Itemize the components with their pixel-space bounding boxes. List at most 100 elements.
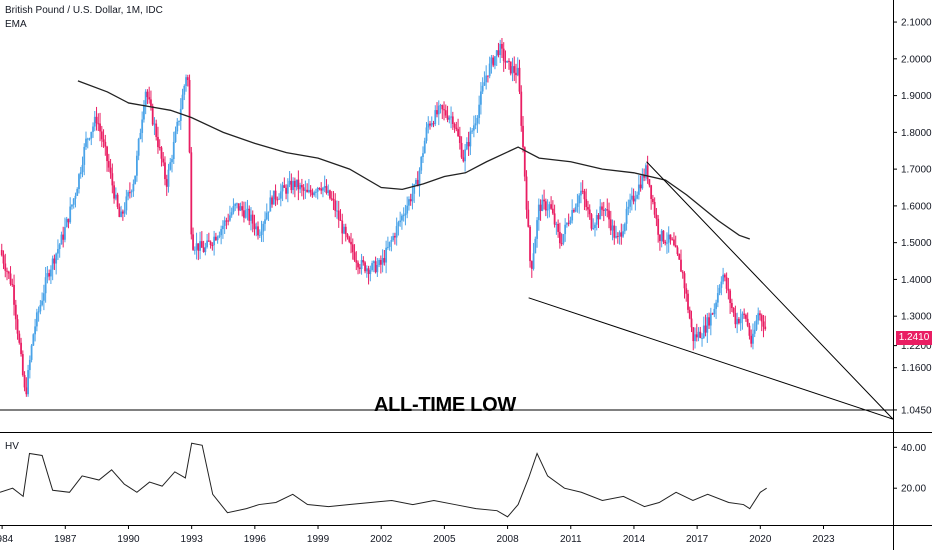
candle-body [350, 241, 352, 245]
candle-body [44, 277, 47, 294]
candle-body [109, 167, 112, 174]
candle-body [483, 82, 486, 86]
candle-body [569, 220, 572, 224]
candle-body [295, 179, 298, 188]
price-tick-label: 1.7000 [901, 165, 932, 176]
candle-body [727, 288, 730, 291]
price-tick-label: 1.6000 [901, 201, 932, 212]
candle-body [609, 219, 612, 231]
candle-body [211, 245, 214, 247]
candle-body [174, 131, 177, 142]
candle-body [630, 195, 633, 200]
candle-body [578, 195, 581, 204]
candle-body [18, 333, 21, 343]
candle-body [620, 232, 623, 237]
candle-body [492, 57, 495, 66]
candle-body [653, 201, 656, 215]
candle-body [588, 209, 591, 215]
candle-body [348, 237, 351, 242]
candle-body [580, 190, 582, 196]
candle-body [406, 205, 409, 214]
price-tick-label: 1.4000 [901, 275, 932, 286]
candle-body [457, 129, 459, 137]
candle-body [415, 179, 417, 185]
candle-body [543, 199, 545, 202]
candle-body [329, 190, 331, 199]
candle-body [337, 210, 340, 220]
candle-body [157, 136, 159, 148]
hv-pane [0, 442, 767, 518]
candle-body [657, 218, 660, 235]
candle-body [595, 215, 598, 225]
time-tick-label: 2011 [560, 534, 582, 545]
candle-body [725, 277, 728, 289]
candle-body [566, 222, 568, 225]
candle-body [648, 179, 651, 186]
candle-body [334, 200, 337, 211]
candle-body [678, 254, 681, 260]
candle-body [243, 210, 245, 218]
price-tick-label: 1.5000 [901, 238, 932, 249]
candle-body [553, 213, 556, 225]
candle-body [694, 334, 696, 342]
time-tick-label: 2020 [749, 534, 772, 545]
candle-body [23, 375, 26, 388]
time-tick-label: 1996 [244, 534, 267, 545]
candle-body [458, 136, 461, 143]
candle-body [306, 189, 309, 193]
candle-body [286, 184, 289, 194]
candle-body [14, 304, 17, 320]
price-tick-label: 1.8000 [901, 128, 932, 139]
candle-body [488, 63, 491, 77]
candle-body [202, 247, 205, 253]
candle-body [37, 311, 40, 313]
candle-body [420, 157, 423, 171]
candle-body [144, 91, 147, 107]
candle-body [469, 131, 472, 147]
candle-body [239, 206, 242, 211]
candle-body [358, 267, 361, 269]
candle-body [499, 43, 502, 56]
candle-body [206, 240, 209, 247]
candle-body [53, 258, 56, 264]
candle-body [336, 210, 338, 212]
candle-body [193, 249, 196, 251]
candle-body [209, 241, 212, 246]
candle-body [339, 219, 342, 221]
candle-body [583, 191, 586, 200]
candle-body [585, 199, 588, 208]
candle-body [214, 236, 217, 241]
candle-body [257, 226, 259, 236]
candle-body [532, 253, 535, 269]
candle-body [618, 232, 621, 237]
candle-body [408, 199, 410, 206]
candle-body [636, 194, 639, 199]
candle-body [97, 123, 100, 125]
candle-body [299, 185, 302, 190]
candle-body [364, 262, 366, 272]
candle-body [16, 319, 19, 334]
candle-body [752, 333, 754, 344]
candle-body [480, 91, 482, 105]
candle-body [634, 198, 637, 202]
candle-body [125, 196, 128, 211]
time-tick-label: 1999 [307, 534, 330, 545]
candle-body [269, 197, 272, 212]
candle-body [655, 214, 658, 219]
candle-body [392, 236, 395, 240]
candle-body [506, 60, 509, 63]
candle-body [9, 273, 12, 285]
candle-body [611, 225, 614, 231]
candle-body [746, 318, 749, 326]
candle-body [613, 225, 616, 238]
candle-body [393, 236, 396, 238]
candle-body [602, 209, 605, 211]
trend-lines [0, 161, 894, 420]
candle-body [241, 206, 244, 211]
candle-body [501, 43, 503, 49]
candle-body [232, 205, 235, 213]
candle-body [230, 212, 233, 216]
all-time-low-annotation: ALL-TIME LOW [374, 394, 516, 416]
candle-body [423, 140, 426, 154]
candle-body [71, 204, 73, 207]
